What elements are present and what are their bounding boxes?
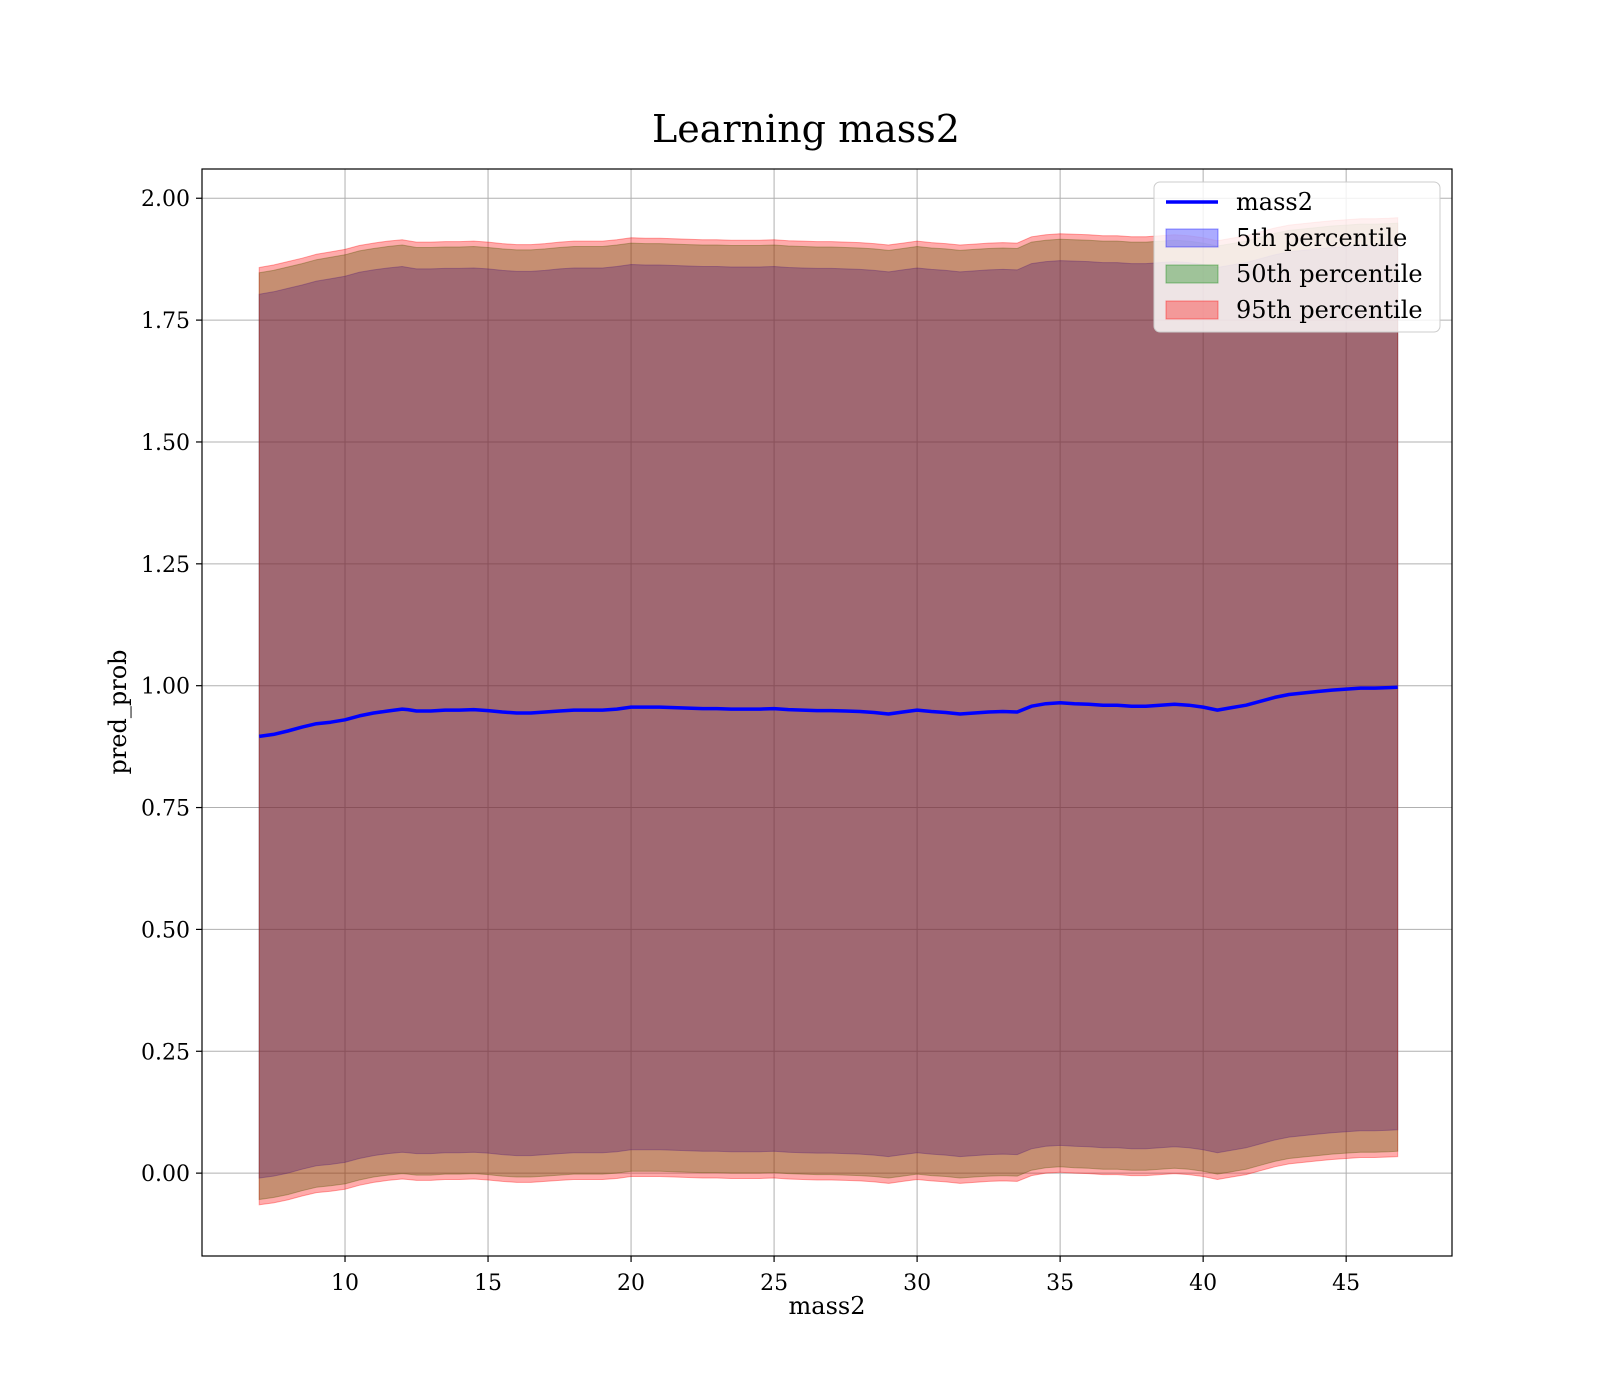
- legend: mass2 5th percentile 50th percentile 95th p…: [1153, 181, 1441, 333]
- x-tick-label: 45: [1332, 1271, 1360, 1296]
- x-tick-label: 15: [474, 1271, 502, 1296]
- legend-label: 50th percentile: [1236, 260, 1423, 288]
- y-tick-label: 1.50: [141, 431, 190, 456]
- legend-box: [1153, 181, 1441, 333]
- x-tick-label: 40: [1189, 1271, 1217, 1296]
- x-tick-label: 35: [1046, 1271, 1074, 1296]
- legend-label: 95th percentile: [1236, 296, 1423, 324]
- y-tick-label: 1.25: [141, 553, 190, 578]
- y-tick-label: 1.00: [141, 675, 190, 700]
- legend-swatch-band: [1165, 228, 1219, 248]
- legend-swatch-band: [1165, 300, 1219, 320]
- x-tick-label: 30: [903, 1271, 931, 1296]
- legend-label: 5th percentile: [1236, 224, 1407, 252]
- grid-lines: [202, 169, 1452, 1256]
- series-lines: [258, 685, 1398, 739]
- x-tick-label: 25: [760, 1271, 788, 1296]
- y-axis-label: pred_prob: [104, 649, 132, 774]
- y-axis-ticks: 0.00 0.25 0.50 0.75 1.00 1.25 1.50 1.75 2.00: [141, 187, 202, 1187]
- legend-label: mass2: [1236, 188, 1313, 216]
- legend-swatch-band: [1165, 264, 1219, 284]
- plot-frame: [201, 168, 1453, 1257]
- y-tick-label: 2.00: [141, 187, 190, 212]
- y-tick-label: 0.00: [141, 1162, 190, 1187]
- y-tick-label: 0.50: [141, 918, 190, 943]
- x-tick-label: 20: [617, 1271, 645, 1296]
- x-tick-label: 10: [331, 1271, 359, 1296]
- y-tick-label: 0.75: [141, 797, 190, 822]
- series-line-mass2: [258, 685, 1398, 739]
- x-axis-label: mass2: [789, 1292, 866, 1320]
- y-tick-label: 1.75: [141, 309, 190, 334]
- x-axis-ticks: 10 15 20 25 30 35 40 45: [331, 1256, 1360, 1296]
- chart-title: Learning mass2: [652, 107, 960, 151]
- y-tick-label: 0.25: [141, 1040, 190, 1065]
